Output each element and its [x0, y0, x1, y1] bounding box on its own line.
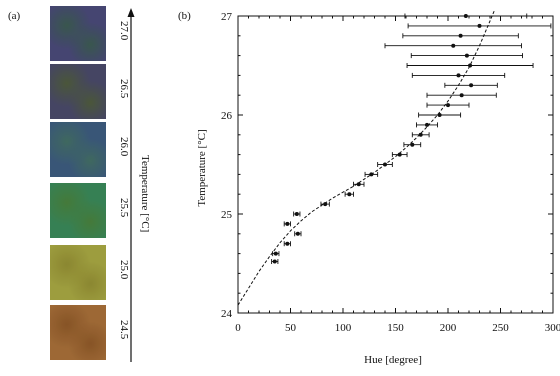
data-point	[406, 63, 534, 68]
data-point	[407, 23, 552, 29]
fit-curve	[237, 10, 495, 306]
data-point	[416, 122, 438, 128]
point-marker	[464, 53, 469, 58]
y-tick-label: 24	[221, 308, 233, 320]
point-marker	[383, 162, 387, 167]
point-marker	[294, 212, 299, 216]
data-point	[426, 92, 497, 98]
point-marker	[397, 152, 402, 157]
data-point	[411, 132, 430, 138]
data-point	[272, 251, 280, 257]
data-point	[418, 112, 462, 118]
point-marker	[425, 122, 429, 127]
axis-ticks: 0 50 100 150 200 250 300 24 25 26 27	[221, 11, 560, 334]
color-swatch	[50, 122, 106, 177]
data-point	[283, 241, 291, 247]
x-tick-label: 200	[440, 322, 457, 334]
point-marker	[463, 14, 468, 18]
point-marker	[477, 23, 482, 28]
data-point	[410, 53, 523, 59]
color-swatch	[50, 245, 106, 300]
panel-b-label: (b)	[178, 10, 191, 22]
x-tick-label: 0	[235, 322, 241, 334]
data-point	[364, 171, 379, 177]
data-point	[402, 33, 519, 39]
point-marker	[418, 132, 423, 137]
temperature-arrow	[127, 8, 135, 362]
y-axis-title: Temperature [°C]	[196, 129, 208, 206]
data-points	[271, 13, 552, 265]
x-tick-label: 250	[492, 322, 509, 334]
color-swatch	[50, 305, 106, 360]
data-point	[404, 13, 528, 19]
point-marker	[295, 231, 300, 236]
point-marker	[469, 83, 474, 88]
point-marker	[451, 43, 456, 48]
x-axis-title: Hue [degree]	[364, 354, 422, 366]
data-point	[271, 259, 279, 265]
color-swatch	[50, 64, 106, 119]
point-marker	[272, 259, 277, 264]
data-point	[384, 43, 522, 49]
data-point	[403, 142, 422, 148]
point-marker	[468, 63, 473, 68]
point-marker	[459, 93, 464, 98]
point-marker	[285, 221, 290, 226]
data-point	[391, 152, 408, 158]
x-tick-label: 50	[285, 322, 297, 334]
data-point	[444, 82, 498, 88]
point-marker	[458, 33, 463, 38]
point-marker	[347, 192, 352, 197]
data-point	[411, 72, 506, 78]
data-point	[353, 181, 365, 187]
data-point	[283, 221, 291, 227]
x-tick-label: 150	[387, 322, 404, 334]
y-tick-label: 25	[221, 209, 233, 221]
data-point	[426, 102, 470, 108]
point-marker	[437, 113, 442, 117]
y-tick-label: 26	[221, 110, 233, 122]
plot-frame	[237, 15, 554, 314]
point-marker	[410, 142, 415, 147]
point-marker	[285, 241, 290, 246]
data-point	[294, 231, 302, 237]
data-point	[377, 162, 393, 167]
point-marker	[456, 73, 461, 78]
arrow-head	[127, 8, 135, 17]
y-tick-label: 27	[221, 11, 233, 23]
plot-border	[237, 15, 554, 314]
color-swatch	[50, 183, 106, 238]
point-marker	[446, 103, 450, 108]
point-marker	[323, 202, 328, 207]
x-tick-label: 100	[335, 322, 352, 334]
data-point	[320, 201, 330, 207]
point-marker	[369, 172, 374, 177]
point-marker	[356, 182, 361, 187]
point-marker	[273, 251, 278, 256]
x-tick-label: 300	[545, 322, 560, 334]
color-swatch	[50, 6, 106, 61]
data-point	[293, 211, 301, 217]
panel-a-label: (a)	[8, 10, 21, 22]
data-point	[344, 191, 354, 197]
